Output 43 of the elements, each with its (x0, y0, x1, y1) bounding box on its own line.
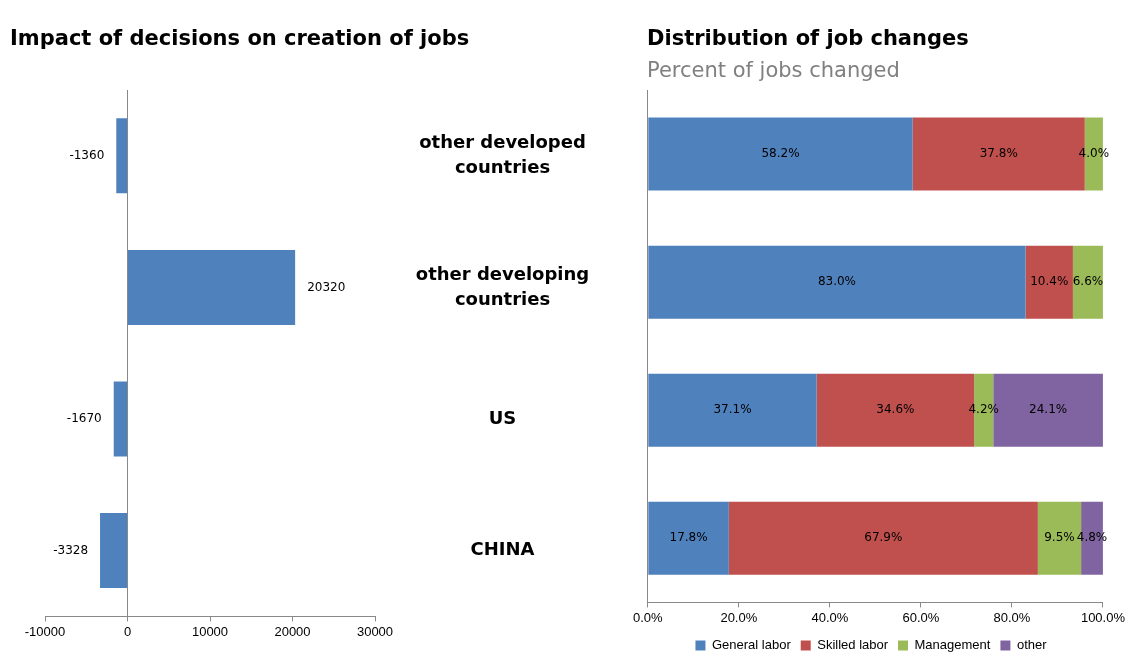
legend-label: other (1016, 637, 1048, 653)
chart-title: Impact of decisions on creation of jobs (10, 26, 470, 50)
x-tick-label: 20000 (274, 623, 311, 639)
data-label: 9.5% (1044, 530, 1075, 545)
data-label: 24.1% (1029, 402, 1068, 417)
bar (648, 245, 1026, 319)
data-label: 67.9% (864, 530, 903, 545)
x-tick-label: 60.0% (902, 609, 940, 625)
data-label: 37.8% (979, 146, 1018, 161)
x-tick-label: 40.0% (811, 609, 849, 625)
bar (1025, 245, 1073, 319)
x-tick-label: 80.0% (993, 609, 1031, 625)
bar (648, 117, 913, 191)
legend-label: Skilled labor (817, 637, 889, 653)
legend-label: General labor (711, 637, 792, 653)
chart-subtitle: Percent of jobs changed (647, 58, 900, 82)
x-tick-label: 20.0% (720, 609, 758, 625)
legend-label: Management (914, 637, 991, 653)
y-tick-label: other developing countries (415, 262, 590, 309)
bar (648, 501, 729, 575)
data-label: 6.6% (1072, 274, 1104, 289)
data-label: 10.4% (1030, 274, 1069, 289)
data-label: 58.2% (761, 146, 800, 161)
chart-title: Distribution of job changes (647, 26, 969, 50)
data-label: -1670 (66, 411, 102, 426)
data-label: 37.1% (713, 402, 752, 417)
data-label: 17.8% (669, 530, 708, 545)
bar (648, 373, 817, 447)
data-label: 34.6% (876, 402, 915, 417)
x-tick-label: 100.0% (1080, 609, 1126, 625)
y-tick-label: CHINA (470, 538, 535, 560)
bar (728, 501, 1038, 575)
data-label: 20320 (307, 279, 346, 294)
data-label: -3328 (53, 542, 89, 557)
x-tick-label: 0.0% (633, 609, 664, 625)
x-tick-label: 0 (123, 623, 132, 639)
y-tick-label: other developed countries (419, 130, 586, 177)
data-label: -1360 (69, 147, 105, 162)
data-label: 83.0% (817, 274, 857, 289)
x-tick-label: 30000 (356, 623, 394, 639)
y-tick-label: US (488, 406, 517, 428)
x-tick-label: 10000 (191, 623, 229, 639)
x-tick-label: -10000 (24, 623, 66, 639)
